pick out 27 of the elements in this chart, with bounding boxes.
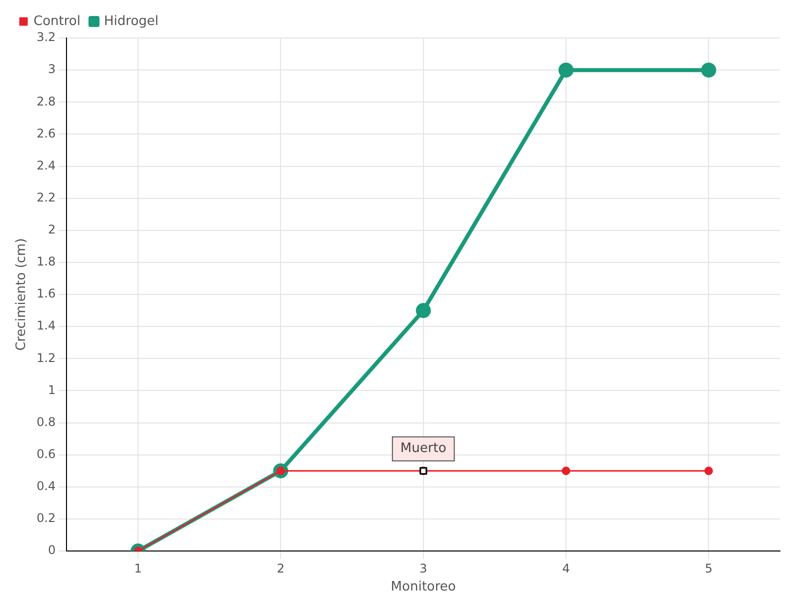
y-tick-label: 1.6: [36, 286, 56, 301]
y-tick-label: 0.2: [36, 511, 56, 526]
y-tick-label: 2: [48, 222, 56, 236]
x-tick-label: 3: [420, 561, 428, 576]
y-tick-label: 0.8: [36, 414, 56, 429]
y-tick-label: 0.4: [36, 479, 56, 493]
x-axis-title: Monitoreo: [390, 580, 456, 595]
y-tick-label: 3.2: [36, 30, 56, 44]
y-tick-label: 1.8: [36, 254, 56, 269]
annotation: Muerto: [400, 441, 446, 456]
y-tick-label: 1.2: [36, 350, 56, 365]
y-tick-label: 0: [48, 543, 56, 558]
x-tick-label: 5: [704, 561, 712, 576]
y-tick-label: 2.8: [36, 94, 56, 108]
y-tick-label: 2.2: [36, 190, 56, 204]
x-tick-label: 1: [134, 561, 142, 576]
y-tick-label: 0.6: [36, 446, 56, 461]
y-axis-title: Crecimiento (cm): [14, 238, 30, 351]
x-tick-label: 4: [562, 561, 570, 576]
y-tick-label: 1.4: [36, 318, 56, 333]
x-tick-label: 2: [276, 561, 284, 576]
legend-label: Control: [34, 14, 80, 29]
y-tick-label: 1: [48, 382, 56, 397]
y-tick-label: 2.6: [36, 126, 56, 140]
legend-label: Hidrogel: [104, 14, 159, 29]
y-tick-label: 3: [48, 62, 56, 76]
y-tick-label: 2.4: [36, 158, 56, 172]
